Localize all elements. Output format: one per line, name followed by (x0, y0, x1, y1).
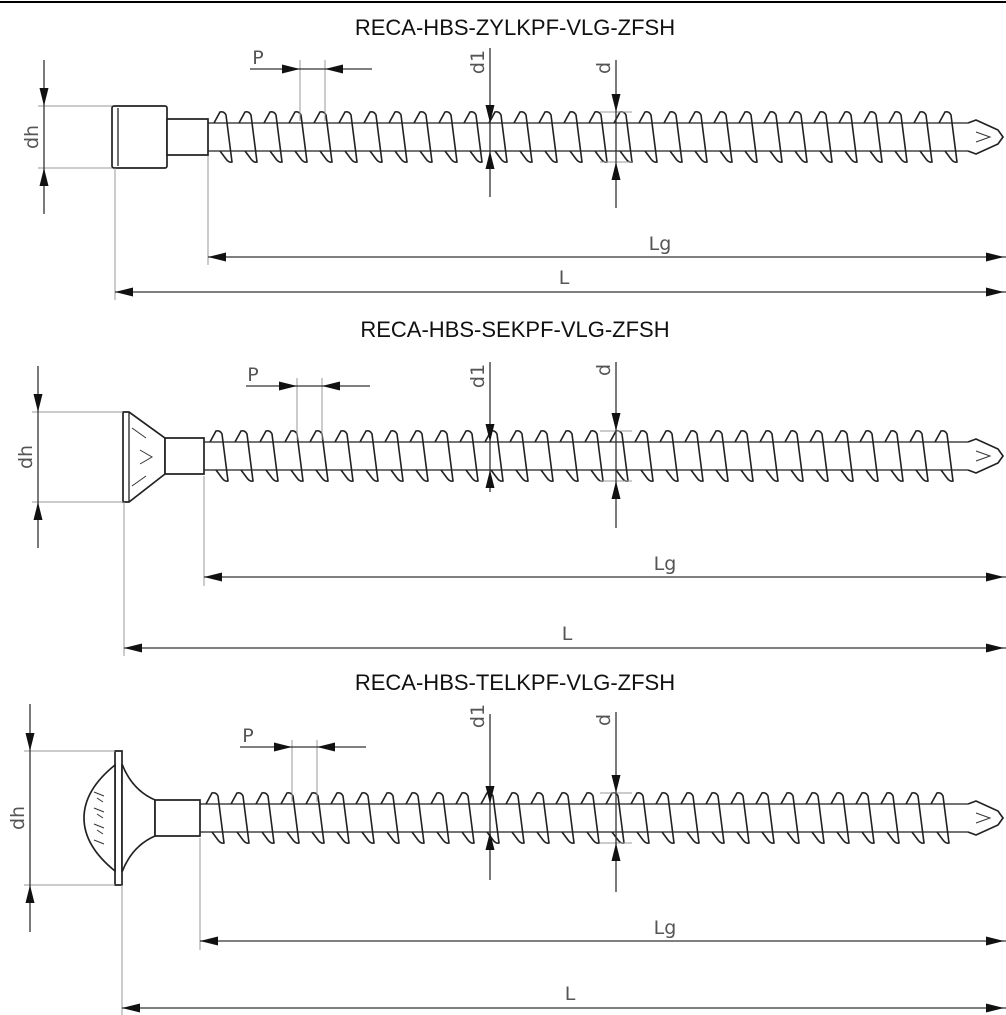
dim-thread-pitch: P (250, 47, 372, 121)
dim-core-diameter: d1 (467, 362, 495, 492)
label-lg: Lg (649, 233, 672, 255)
screw-title: RECA-HBS-ZYLKPF-VLG-ZFSH (355, 15, 675, 40)
label-p: P (247, 364, 258, 386)
dim-thread-length: Lg (199, 838, 1006, 950)
dim-total-length: L (121, 885, 1006, 1015)
dim-thread-length: Lg (203, 476, 1006, 586)
dim-thread-diameter: d (593, 362, 632, 528)
dim-core-diameter: d1 (467, 48, 495, 197)
label-d1: d1 (467, 364, 489, 388)
label-dh: dh (21, 125, 43, 149)
dim-total-length: L (123, 502, 1006, 656)
screw-shank (208, 111, 1005, 163)
label-d1: d1 (467, 704, 489, 728)
screw-shank (204, 430, 1005, 482)
label-l: L (565, 983, 576, 1005)
screw-panel-countersunk-head: RECA-HBS-SEKPF-VLG-ZFSH dh (15, 317, 1006, 656)
label-lg: Lg (654, 553, 677, 575)
screw-tip (967, 119, 1005, 155)
label-p: P (242, 725, 253, 747)
dim-head-diameter: dh (15, 366, 123, 548)
label-d: d (593, 714, 615, 726)
label-l: L (559, 267, 570, 289)
screw-shank (200, 792, 1005, 844)
dim-total-length: L (114, 168, 1006, 300)
screw-head-washer (83, 750, 201, 886)
dim-head-diameter: dh (7, 704, 115, 932)
screw-title: RECA-HBS-SEKPF-VLG-ZFSH (360, 317, 669, 342)
dim-thread-length: Lg (207, 156, 1006, 265)
label-dh: dh (7, 806, 29, 830)
label-dh: dh (15, 445, 37, 469)
dim-head-diameter: dh (21, 60, 112, 214)
dim-thread-diameter: d (593, 60, 632, 208)
label-lg: Lg (654, 917, 677, 939)
screw-panel-cylinder-head: RECA-HBS-ZYLKPF-VLG-ZFSH dh (21, 15, 1006, 300)
screw-tip (967, 800, 1005, 836)
label-d: d (593, 62, 615, 74)
dim-thread-pitch: P (246, 364, 370, 440)
screw-head-countersunk (122, 411, 205, 503)
screw-panel-washer-head: RECA-HBS-TELKPF-VLG-ZFSH dh (7, 670, 1006, 1015)
label-d: d (593, 364, 615, 376)
label-l: L (562, 623, 573, 645)
dim-thread-pitch: P (240, 725, 366, 802)
label-p: P (252, 47, 263, 69)
screw-tip (967, 438, 1005, 474)
screw-thread (213, 111, 958, 163)
dim-thread-diameter: d (593, 712, 632, 892)
label-d1: d1 (467, 50, 489, 74)
screw-thread (205, 792, 950, 844)
screw-head-cylinder (111, 105, 209, 169)
dim-core-diameter: d1 (467, 704, 495, 880)
screw-thread (209, 430, 954, 482)
screw-title: RECA-HBS-TELKPF-VLG-ZFSH (355, 670, 675, 695)
